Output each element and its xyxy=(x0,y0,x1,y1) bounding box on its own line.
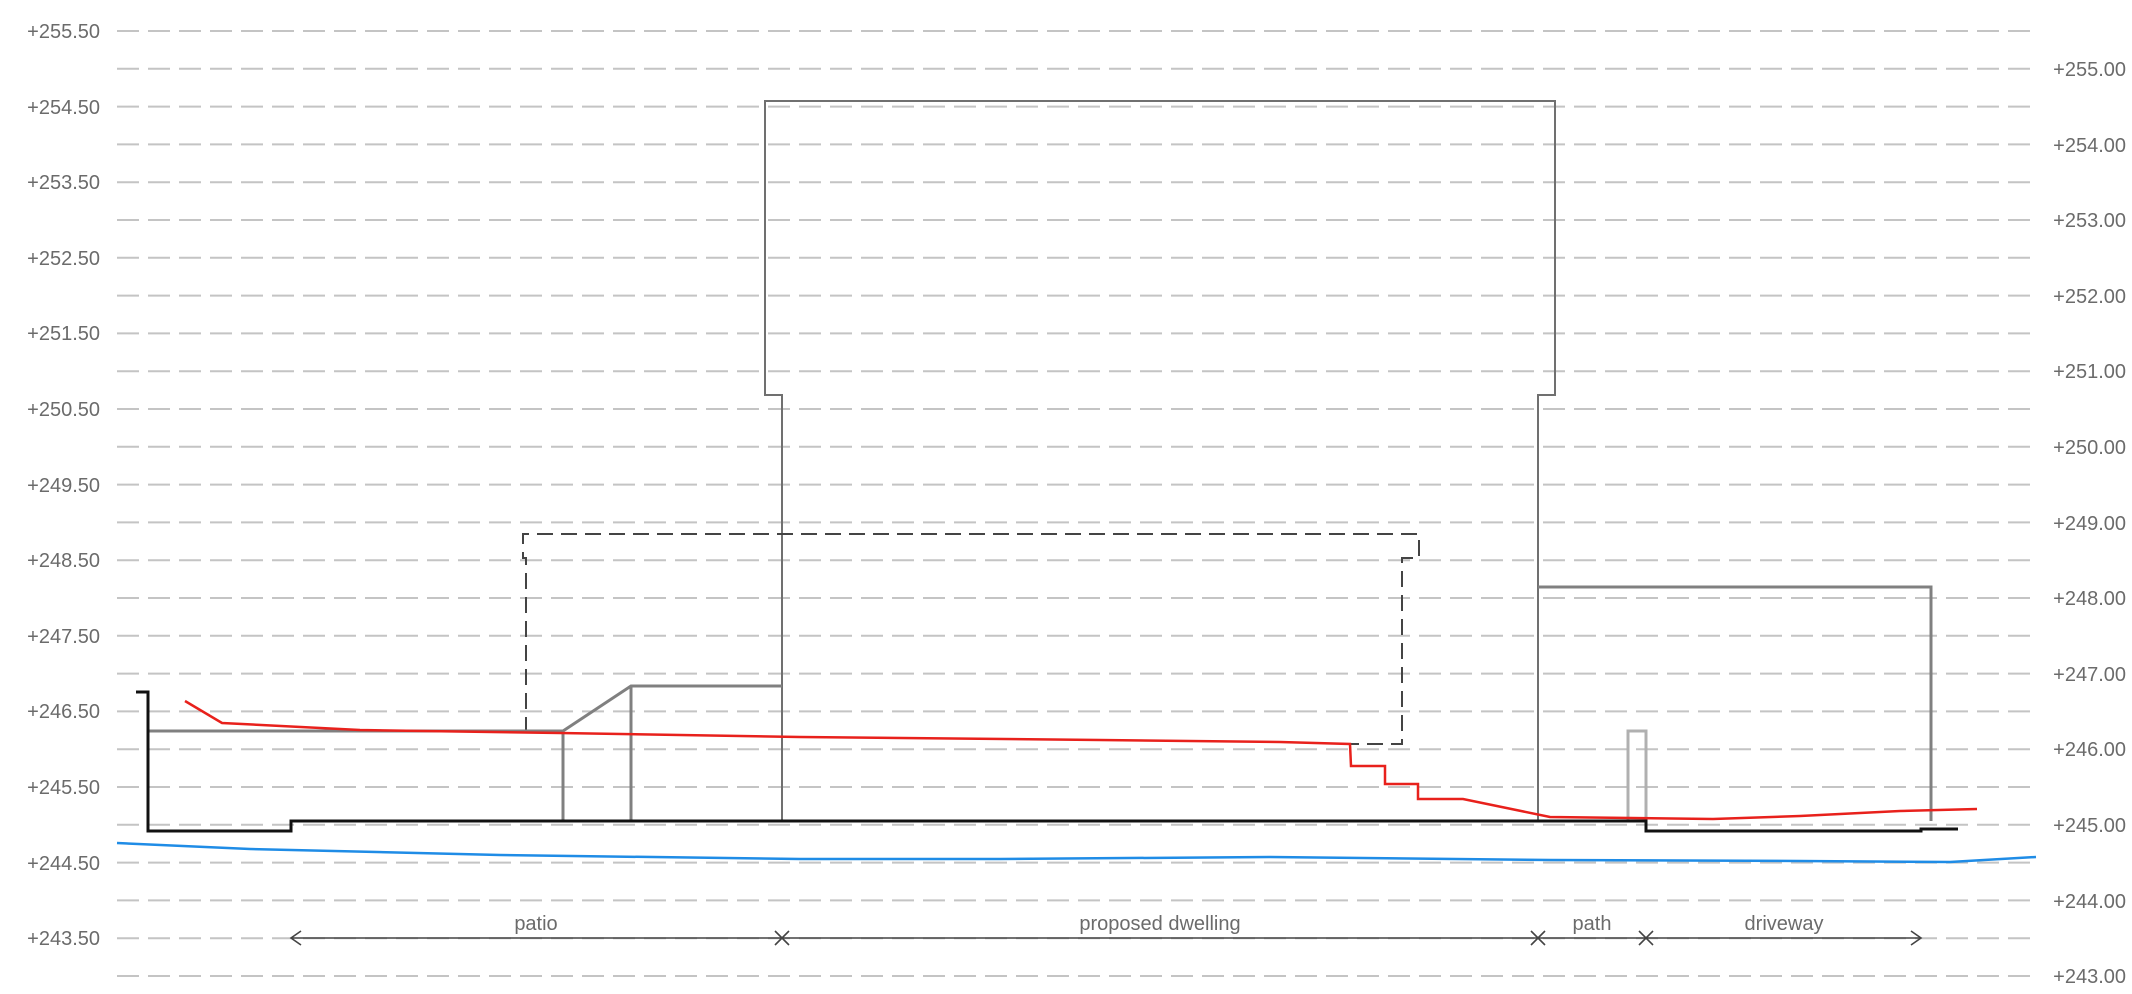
level-label-right: +245.00 xyxy=(2053,815,2126,837)
garage-outline xyxy=(1538,585,1933,821)
dimension-arrow-left xyxy=(289,930,302,946)
level-label-left: +249.50 xyxy=(27,475,100,497)
dimension-arrow-right xyxy=(1910,930,1923,946)
level-label-left: +247.50 xyxy=(27,626,100,648)
patio-step-structure xyxy=(148,684,782,821)
level-label-left: +250.50 xyxy=(27,399,100,421)
level-label-right: +246.00 xyxy=(2053,739,2126,761)
level-label-left: +245.50 xyxy=(27,777,100,799)
level-label-right: +250.00 xyxy=(2053,437,2126,459)
level-label-right: +255.00 xyxy=(2053,59,2126,81)
level-label-right: +249.00 xyxy=(2053,513,2126,535)
dimension-tick-dwelling-start xyxy=(774,930,790,946)
level-label-left: +254.50 xyxy=(27,97,100,119)
level-label-right: +243.00 xyxy=(2053,966,2126,988)
proposed-ground-line xyxy=(136,690,1958,833)
water-level-line xyxy=(116,841,2037,864)
level-label-left: +248.50 xyxy=(27,550,100,572)
existing-building-dashed-outline xyxy=(522,533,1420,745)
level-label-left: +251.50 xyxy=(27,323,100,345)
level-grid xyxy=(117,30,2036,977)
dimension-tick-path-end xyxy=(1638,930,1654,946)
left-level-scale: +255.50 +254.50 +253.50 +252.50 +251.50 … xyxy=(27,21,100,950)
level-label-left: +246.50 xyxy=(27,701,100,723)
level-label-left: +253.50 xyxy=(27,172,100,194)
level-label-right: +244.00 xyxy=(2053,891,2126,913)
gate-post xyxy=(1626,729,1648,820)
level-label-right: +253.00 xyxy=(2053,210,2126,232)
zone-label-path: path xyxy=(1573,913,1612,935)
existing-ground-profile xyxy=(184,699,1978,821)
zone-label-dwelling: proposed dwelling xyxy=(1079,913,1240,935)
level-label-left: +244.50 xyxy=(27,853,100,875)
level-label-left: +252.50 xyxy=(27,248,100,270)
zone-label-patio: patio xyxy=(514,913,557,935)
zone-dimension-line xyxy=(289,930,1923,946)
zone-label-driveway: driveway xyxy=(1745,913,1824,935)
level-label-right: +254.00 xyxy=(2053,135,2126,157)
dimension-tick-dwelling-end xyxy=(1530,930,1546,946)
level-label-right: +251.00 xyxy=(2053,361,2126,383)
level-label-right: +252.00 xyxy=(2053,286,2126,308)
proposed-dwelling-outline xyxy=(764,100,1556,821)
level-label-left: +243.50 xyxy=(27,928,100,950)
level-label-left: +255.50 xyxy=(27,21,100,43)
level-label-right: +248.00 xyxy=(2053,588,2126,610)
right-level-scale: +255.00 +254.00 +253.00 +252.00 +251.00 … xyxy=(2053,59,2126,988)
level-label-right: +247.00 xyxy=(2053,664,2126,686)
